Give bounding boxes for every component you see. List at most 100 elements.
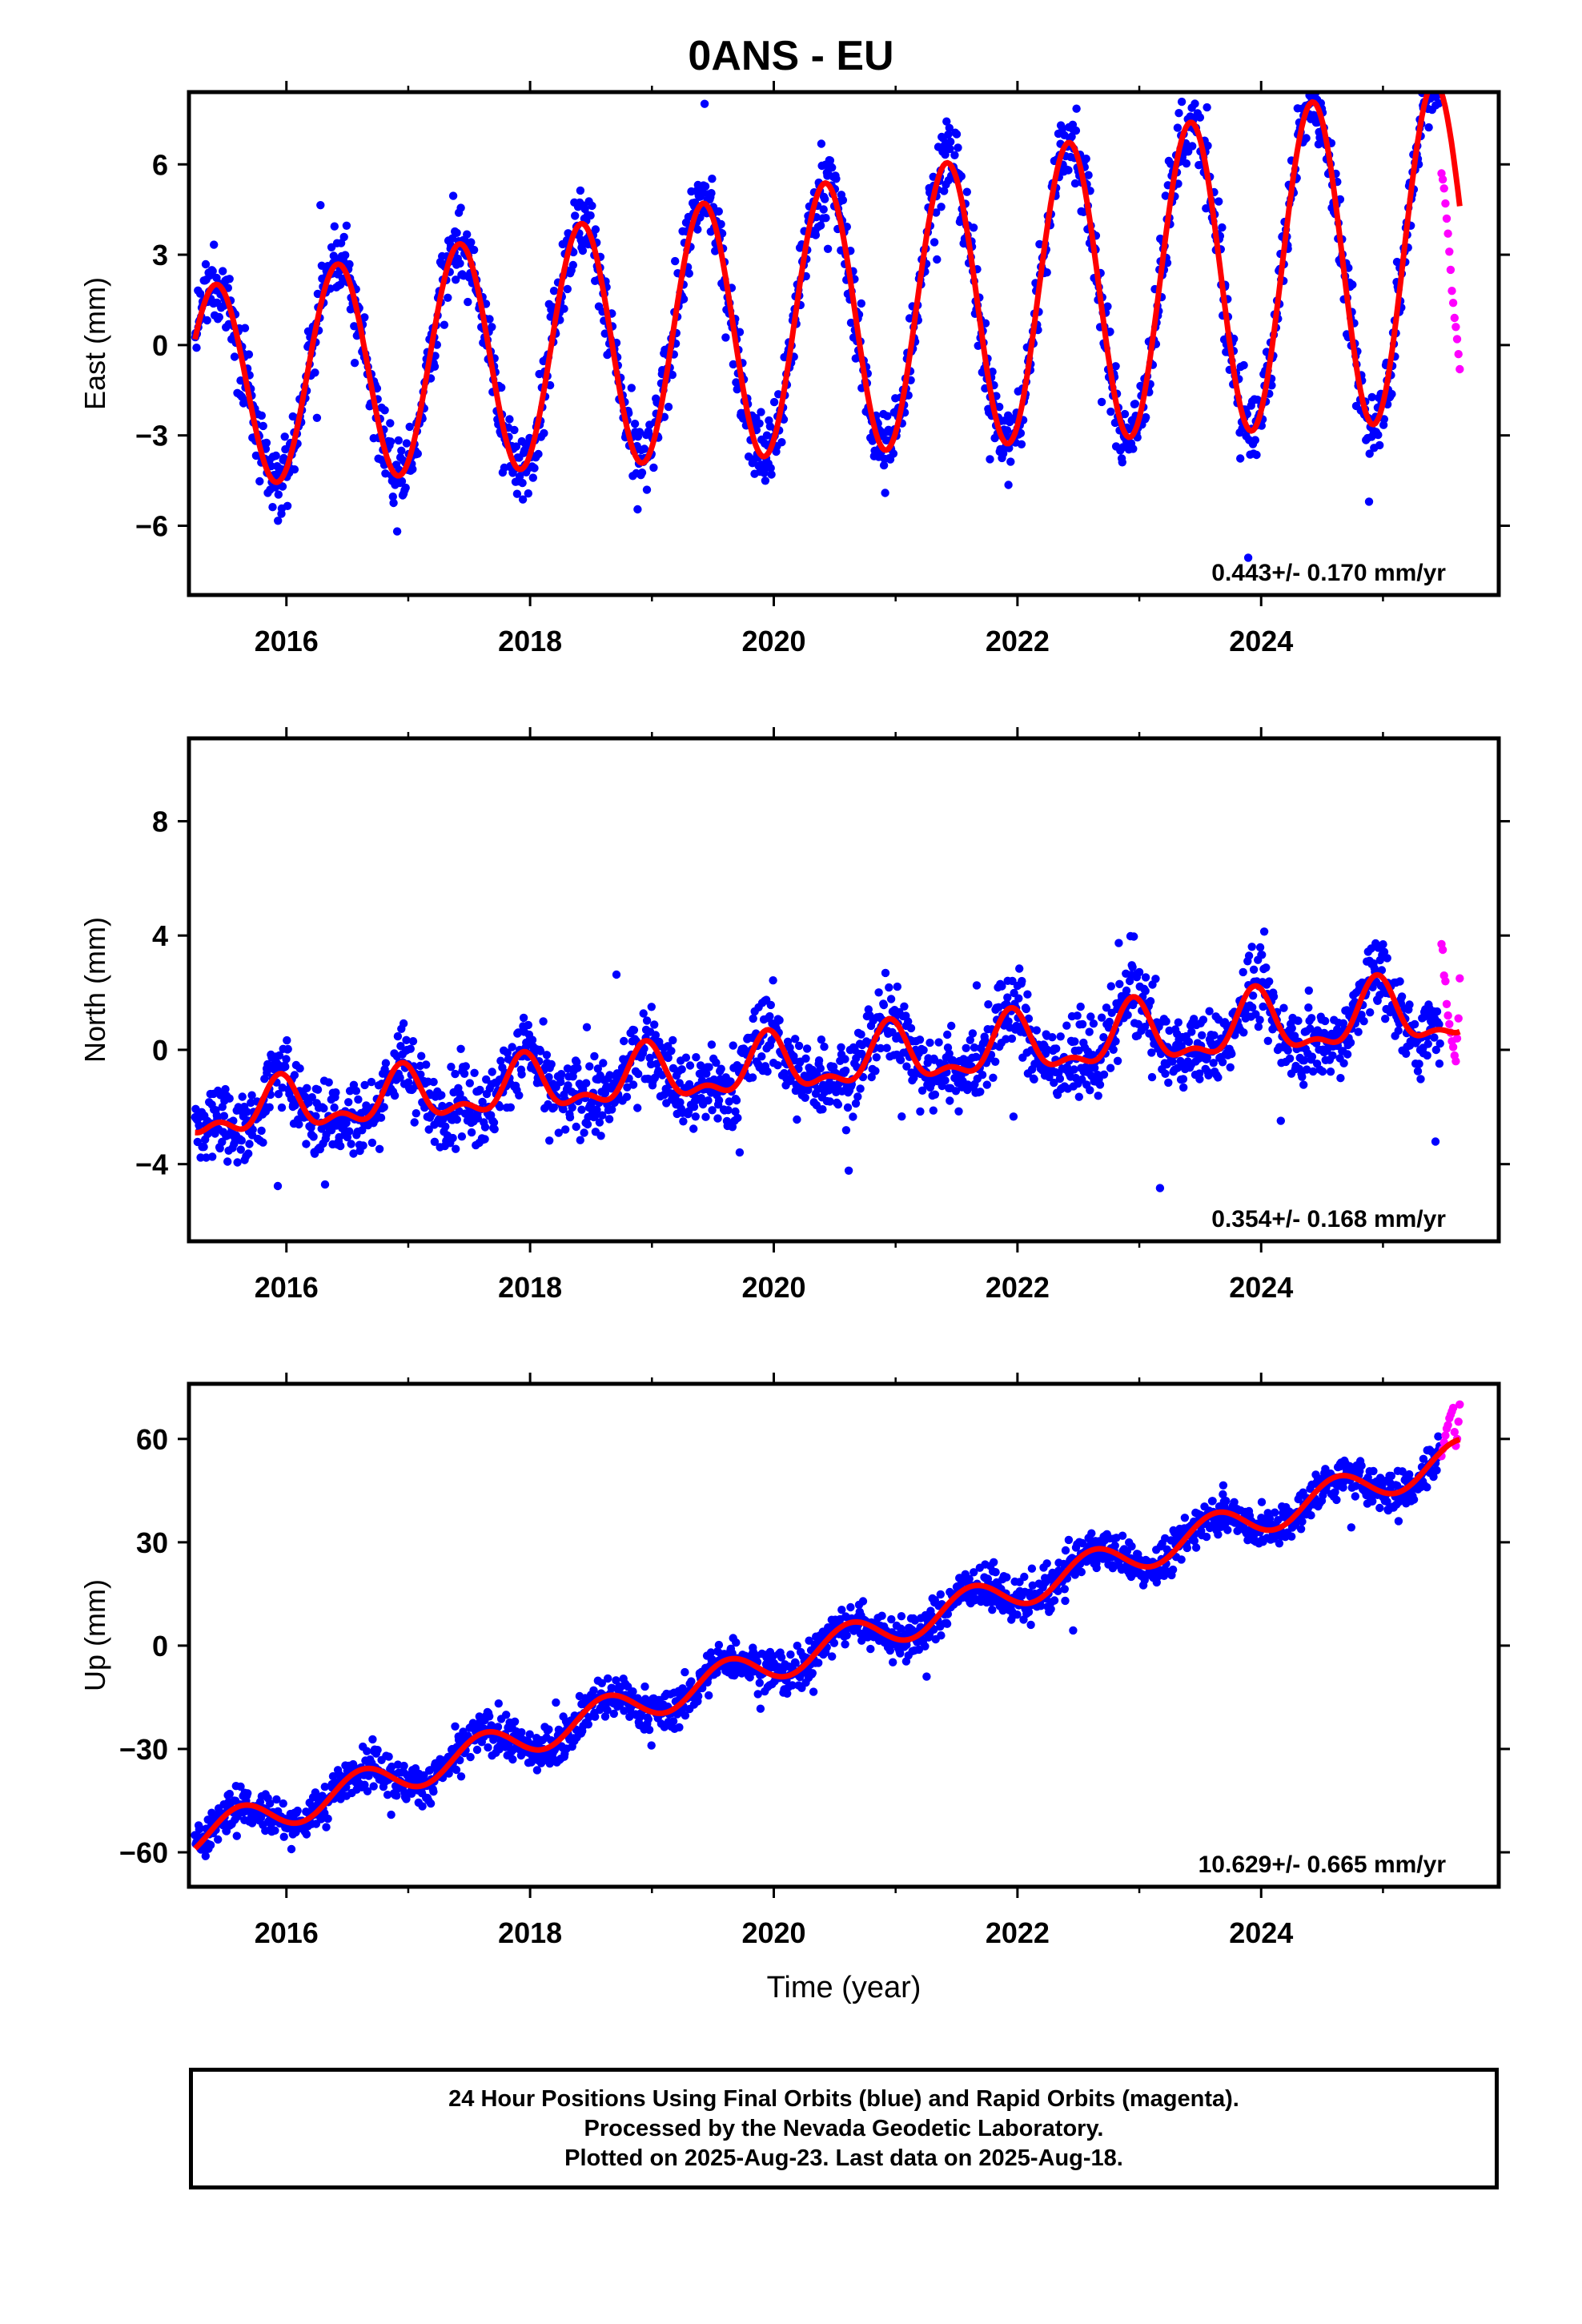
data-point: [1146, 997, 1155, 1006]
data-point: [561, 1125, 570, 1134]
data-point: [484, 1743, 492, 1752]
data-point: [476, 1085, 484, 1095]
data-point: [1156, 1049, 1166, 1059]
data-point: [1023, 990, 1032, 999]
data-point: [447, 1063, 456, 1072]
data-point: [547, 1059, 556, 1069]
data-point: [681, 1053, 691, 1062]
x-tick-label: 2022: [986, 625, 1050, 657]
data-point: [1070, 179, 1080, 188]
data-point: [1308, 1067, 1318, 1076]
data-point: [542, 1051, 552, 1059]
data-point: [563, 284, 572, 294]
data-point: [1168, 1057, 1177, 1066]
data-point: [1410, 1019, 1419, 1029]
data-point: [564, 1081, 572, 1090]
data-point: [1239, 967, 1247, 977]
data-point: [943, 1030, 952, 1039]
data-point: [448, 1133, 457, 1143]
rapid-point: [1452, 1057, 1460, 1066]
data-point: [841, 1640, 849, 1649]
data-point: [1239, 1028, 1248, 1037]
data-point: [466, 1752, 475, 1762]
data-point: [324, 1078, 333, 1087]
data-point: [945, 1049, 954, 1059]
data-point: [586, 211, 595, 220]
data-point: [247, 1098, 255, 1108]
rapid-point: [1452, 1034, 1462, 1043]
data-point: [921, 1642, 930, 1651]
data-point: [1255, 943, 1265, 952]
data-point: [837, 1043, 845, 1052]
data-point: [225, 1094, 234, 1103]
data-point: [685, 269, 693, 278]
data-point: [568, 1103, 576, 1112]
data-point: [713, 1114, 722, 1123]
data-point: [549, 287, 559, 296]
data-point: [966, 1035, 975, 1045]
data-point: [257, 411, 266, 420]
data-point: [517, 1728, 526, 1737]
data-point: [791, 1035, 800, 1043]
data-point: [991, 1057, 1000, 1067]
rapid-point: [1446, 265, 1456, 275]
final-orbit-points: [191, 82, 1444, 562]
data-point: [322, 1823, 331, 1831]
data-point: [1269, 992, 1279, 1001]
data-point: [1302, 134, 1311, 143]
data-point: [1195, 82, 1203, 90]
data-point: [801, 1093, 809, 1103]
data-point: [1416, 1075, 1425, 1084]
data-point: [1258, 951, 1267, 959]
data-point: [1050, 1078, 1058, 1088]
data-point: [1094, 1092, 1102, 1100]
data-point: [1431, 1045, 1441, 1055]
data-point: [629, 1026, 639, 1035]
data-point: [320, 1180, 330, 1189]
data-point: [600, 329, 609, 338]
data-point: [1122, 986, 1131, 995]
data-point: [243, 1789, 252, 1798]
data-point: [777, 1653, 786, 1662]
data-point: [1304, 1003, 1313, 1012]
data-point: [386, 437, 396, 446]
data-point: [1058, 124, 1067, 133]
data-point: [676, 1098, 685, 1107]
data-point: [753, 1690, 762, 1699]
data-point: [518, 495, 528, 504]
rapid-point: [1442, 999, 1452, 1009]
data-point: [219, 267, 227, 275]
data-point: [1014, 994, 1023, 1003]
data-point: [705, 1063, 713, 1072]
data-point: [1346, 1007, 1355, 1016]
data-point: [1006, 457, 1015, 466]
data-point: [801, 1054, 810, 1063]
data-point: [565, 1113, 575, 1122]
data-point: [1117, 991, 1126, 1001]
data-point: [755, 419, 764, 428]
data-point: [221, 1084, 230, 1094]
data-point: [461, 1062, 470, 1071]
rapid-point: [1441, 199, 1450, 208]
data-point: [331, 1088, 340, 1097]
data-point: [1435, 99, 1443, 108]
data-point: [1111, 1037, 1120, 1046]
data-point: [871, 1067, 880, 1076]
data-point: [732, 1096, 741, 1105]
data-point: [1387, 389, 1396, 399]
data-point: [437, 1091, 446, 1100]
data-point: [1072, 104, 1081, 113]
data-point: [451, 1069, 460, 1079]
data-point: [1042, 268, 1051, 277]
y-axis-label: East (mm): [78, 277, 111, 410]
data-point: [1307, 1052, 1317, 1061]
data-point: [1195, 113, 1205, 122]
data-point: [1290, 1031, 1299, 1040]
data-point: [981, 319, 990, 328]
data-point: [307, 1093, 316, 1102]
data-point: [954, 143, 962, 152]
data-point: [237, 1136, 246, 1145]
data-point: [218, 1103, 227, 1112]
data-point: [272, 1795, 281, 1804]
data-point: [283, 501, 292, 510]
